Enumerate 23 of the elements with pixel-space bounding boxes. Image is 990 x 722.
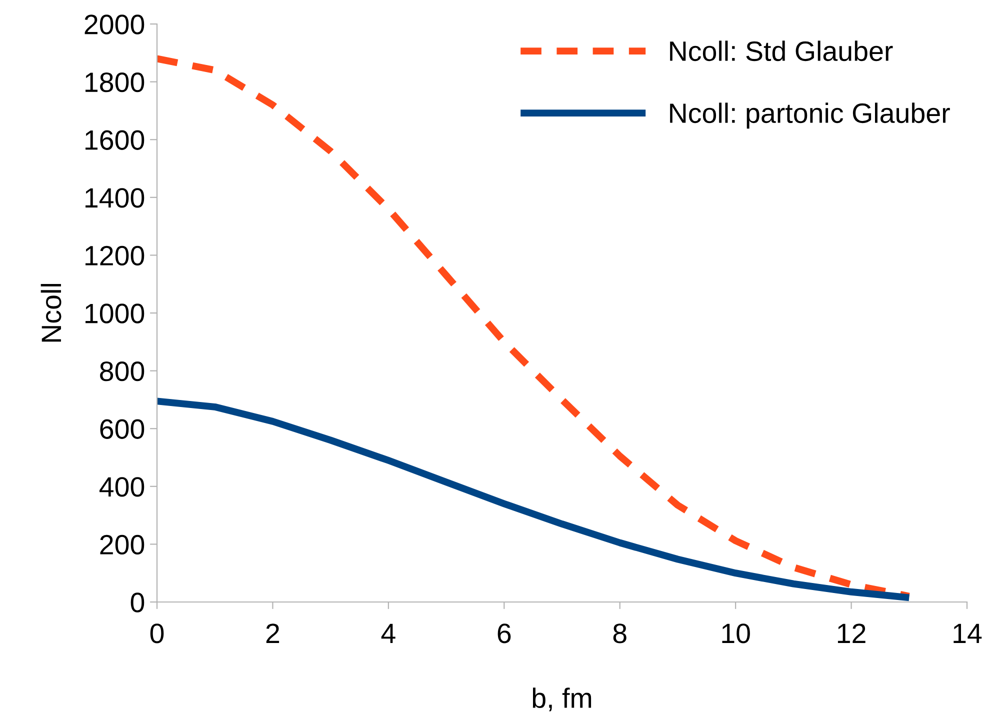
x-tick-label: 12 bbox=[838, 624, 866, 643]
x-tick-label: 14 bbox=[954, 624, 982, 643]
y-tick-label: 1200 bbox=[86, 246, 144, 266]
x-tick-label: 10 bbox=[722, 624, 750, 644]
y-tick-label: 600 bbox=[100, 419, 144, 439]
y-tick-label: 1800 bbox=[86, 72, 144, 92]
y-axis-title: Ncoll bbox=[40, 284, 62, 342]
legend-label: Ncoll: Std Glauber bbox=[670, 40, 893, 62]
y-tick-label: 0 bbox=[130, 592, 144, 612]
y-tick-label: 800 bbox=[100, 361, 144, 382]
x-tick-label: 8 bbox=[613, 624, 626, 644]
y-tick-label: 1400 bbox=[86, 188, 144, 208]
x-tick-label: 4 bbox=[381, 624, 396, 643]
y-tick-label: 2000 bbox=[84, 14, 144, 34]
x-tick-label: 0 bbox=[150, 624, 164, 644]
x-tick-label: 6 bbox=[498, 624, 511, 644]
y-tick-label: 200 bbox=[100, 534, 144, 555]
y-tick-label: 1600 bbox=[86, 130, 144, 150]
y-tick-label: 400 bbox=[99, 477, 144, 497]
y-tick-label: 1000 bbox=[86, 304, 144, 324]
x-axis-title: b, fm bbox=[532, 688, 592, 712]
legend-label: Ncoll: partonic Glauber bbox=[670, 102, 950, 129]
x-tick-label: 2 bbox=[266, 624, 280, 643]
